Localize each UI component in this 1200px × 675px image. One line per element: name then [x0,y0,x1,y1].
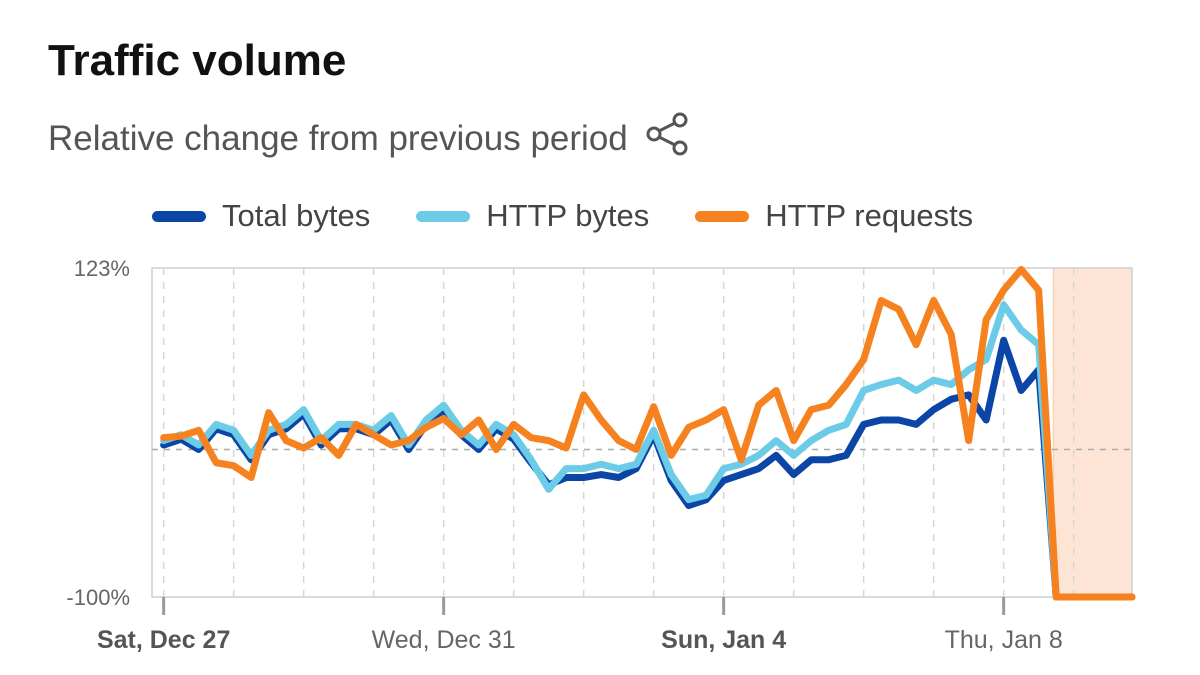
legend-swatch [416,210,471,222]
series-line-http-requests [160,265,1136,601]
chart-title: Traffic volume [48,36,347,85]
legend-swatch [695,210,750,222]
share-icon[interactable] [644,110,692,167]
subtitle-text: Relative change from previous period [48,118,628,158]
legend-item-http-bytes[interactable]: HTTP bytes [416,198,649,234]
legend-label: HTTP bytes [486,198,650,233]
legend-item-total-bytes[interactable]: Total bytes [152,198,370,234]
chart-subtitle: Relative change from previous period [48,110,692,167]
legend: Total bytes HTTP bytes HTTP requests [152,198,973,234]
legend-item-http-requests[interactable]: HTTP requests [695,198,973,234]
highlight-region [1052,267,1133,598]
legend-label: Total bytes [222,198,371,233]
plot-frame [151,267,1133,598]
x-tick-label: Sun, Jan 4 [661,626,786,654]
legend-swatch [152,210,206,222]
y-tick-label: -100% [66,585,130,610]
x-tick-label: Sat, Dec 27 [97,626,230,654]
x-tick-label: Wed, Dec 31 [372,626,516,654]
legend-label: HTTP requests [765,198,974,233]
x-tick-label: Thu, Jan 8 [945,626,1063,654]
y-tick-label: 123% [74,256,130,281]
series-line-total-bytes [160,336,1136,601]
